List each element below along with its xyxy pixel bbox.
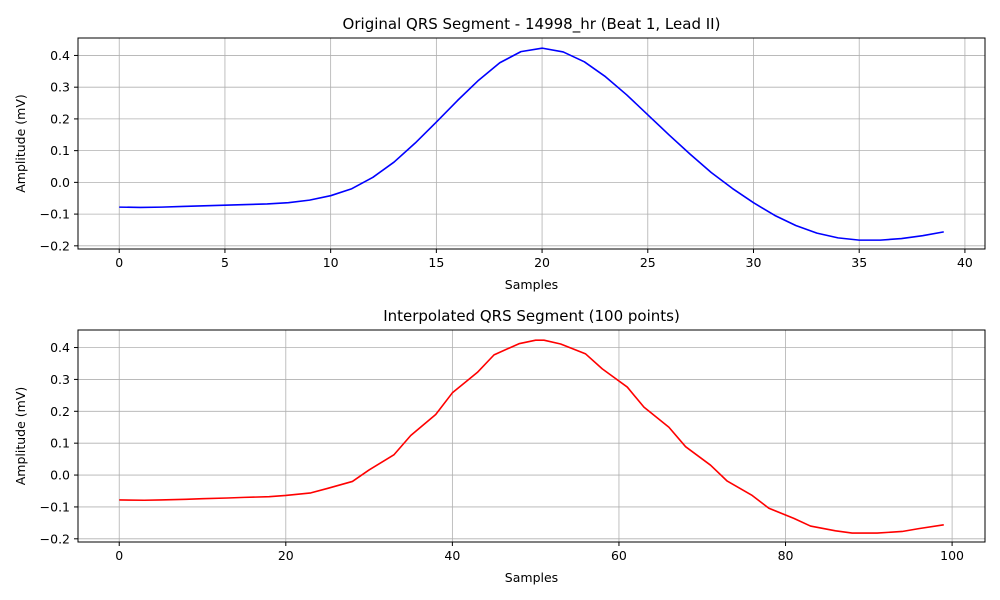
x-tick-label: 20	[534, 255, 550, 270]
series-line	[119, 47, 944, 241]
y-tick-label: 0.3	[50, 372, 70, 387]
x-axis-label: Samples	[505, 570, 558, 585]
y-tick-label: −0.1	[40, 207, 70, 222]
tick-layer: 0 5 10 15 20 25 30 35 40 −0.2 −0.1 0.0 0.1 0.2 0.3 0.4	[40, 48, 973, 270]
series-layer	[119, 47, 944, 241]
y-tick-label: 0.1	[50, 143, 70, 158]
axes-frame	[77, 329, 986, 543]
y-axis-label: Amplitude (mV)	[13, 387, 28, 486]
y-tick-label: 0.2	[50, 404, 70, 419]
x-tick-label: 0	[115, 548, 123, 563]
grid-lines	[78, 38, 985, 249]
y-tick-label: 0.0	[50, 175, 70, 190]
x-tick-label: 80	[778, 548, 794, 563]
x-tick-label: 30	[746, 255, 762, 270]
x-tick-label: 15	[428, 255, 444, 270]
x-tick-label: 100	[940, 548, 964, 563]
y-tick-label: 0.4	[50, 340, 70, 355]
x-tick-label: 0	[115, 255, 123, 270]
y-tick-label: 0.3	[50, 80, 70, 95]
y-tick-label: 0.1	[50, 436, 70, 451]
grid-lines	[78, 330, 985, 542]
y-tick-label: 0.0	[50, 468, 70, 483]
chart-title: Interpolated QRS Segment (100 points)	[383, 307, 680, 325]
subplot-original: 0 5 10 15 20 25 30 35 40−0.2−0.10.00.10.20.30.4 …	[13, 15, 986, 292]
x-axis-label: Samples	[505, 277, 558, 292]
tick-layer: 0 20 40 60 80 100 −0.2 −0.1 0.0 0.1 0.2 0.3 0.4	[40, 340, 964, 563]
x-tick-label: 25	[640, 255, 656, 270]
subplot-interpolated: 0 20 40 60 80 100 −0.2 −0.1 0.0 0.1 0.2 0.3 0.4 Inte…	[13, 307, 986, 585]
chart-title: Original QRS Segment - 14998_hr (Beat 1,…	[343, 15, 721, 34]
y-tick-label: −0.1	[40, 499, 70, 514]
x-tick-label: 5	[221, 255, 229, 270]
y-tick-label: 0.4	[50, 48, 70, 63]
series-line	[119, 339, 944, 534]
y-tick-label: −0.2	[40, 531, 70, 546]
x-tick-label: 20	[278, 548, 294, 563]
x-tick-label: 40	[444, 548, 460, 563]
y-tick-label: −0.2	[40, 238, 70, 253]
y-tick-label: 0.2	[50, 111, 70, 126]
x-tick-label: 10	[323, 255, 339, 270]
y-axis-label: Amplitude (mV)	[13, 94, 28, 193]
series-layer	[119, 339, 944, 534]
axes-frame	[77, 37, 986, 250]
x-tick-label: 60	[611, 548, 627, 563]
x-tick-label: 35	[851, 255, 867, 270]
x-tick-label: 40	[957, 255, 973, 270]
